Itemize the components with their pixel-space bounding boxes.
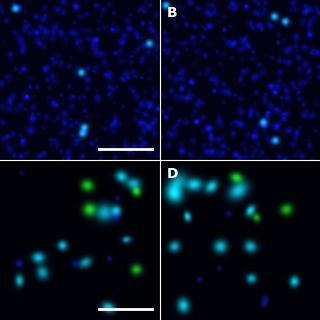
Text: D: D (167, 167, 178, 181)
Text: B: B (167, 6, 177, 20)
